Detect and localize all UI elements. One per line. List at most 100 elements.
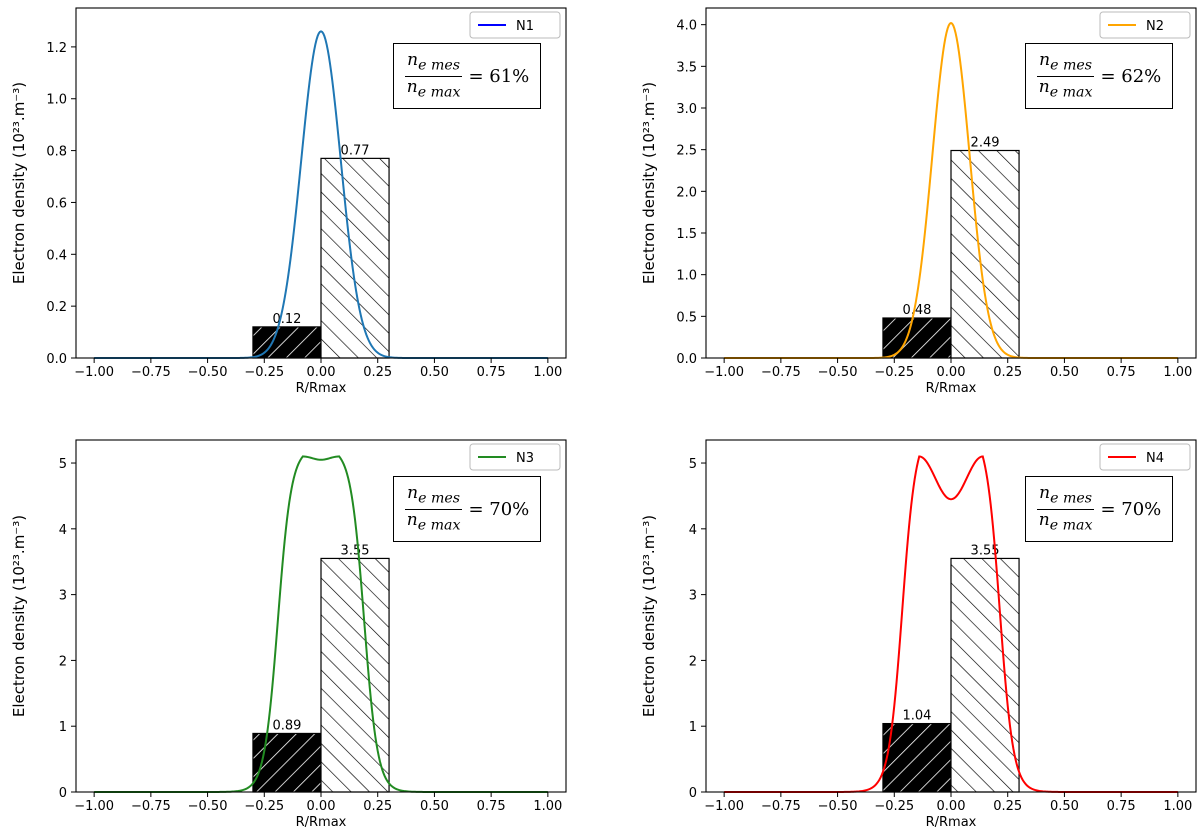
x-tick-label: 0.50	[420, 799, 449, 814]
y-tick-label: 5	[689, 457, 697, 472]
y-tick-label: 2	[59, 654, 67, 669]
y-tick-label: 1.0	[46, 93, 67, 108]
y-tick-label: 1	[689, 720, 697, 735]
ratio-numerator: ne mes	[405, 50, 463, 77]
legend-box	[1099, 443, 1191, 471]
y-tick-label: 0.0	[46, 352, 67, 367]
density-ratio-box-n4: ne mes ne max = 70%	[1025, 476, 1173, 542]
x-axis-label: R/Rmax	[296, 381, 347, 396]
x-tick-label: 0.75	[1107, 799, 1136, 814]
x-tick-label: 1.00	[1163, 799, 1192, 814]
x-tick-label: −0.75	[761, 799, 801, 814]
y-tick-label: 0.6	[46, 196, 67, 211]
bar-value-label: 0.89	[272, 718, 301, 733]
y-axis-label: Electron density (10²³.m⁻³)	[10, 515, 28, 717]
x-tick-label: 0.75	[477, 799, 506, 814]
x-tick-label: −1.00	[74, 799, 114, 814]
x-tick-label: −0.25	[874, 799, 914, 814]
legend-box	[469, 443, 561, 471]
legend-box	[469, 11, 561, 39]
legend-label: N1	[516, 19, 534, 34]
bar-value-label: 0.77	[341, 143, 370, 158]
y-tick-label: 1	[59, 720, 67, 735]
x-tick-label: −0.50	[818, 365, 858, 380]
bar-value-label: 3.55	[341, 543, 370, 558]
x-tick-label: −0.25	[874, 365, 914, 380]
legend-label: N3	[516, 451, 534, 466]
bar-measured-left	[882, 722, 952, 793]
density-ratio-box-n3: ne mes ne max = 70%	[393, 476, 541, 542]
y-axis-label: Electron density (10²³.m⁻³)	[10, 82, 28, 284]
legend-box	[1099, 11, 1191, 39]
y-tick-label: 4	[689, 523, 697, 538]
ratio-value: = 70%	[1100, 498, 1162, 520]
y-axis-label: Electron density (10²³.m⁻³)	[640, 82, 658, 284]
bar-measured-left	[882, 317, 952, 359]
subplot-n3: 0.89 3.55 −1.00 −0.75 −0.50 −0.25 0.00 0.25 0.50…	[10, 439, 567, 830]
ratio-value: = 62%	[1100, 65, 1162, 87]
x-tick-label: −0.75	[761, 365, 801, 380]
x-tick-label: −1.00	[74, 365, 114, 380]
ratio-numerator: ne mes	[405, 483, 463, 510]
y-tick-label: 4	[59, 523, 67, 538]
bar-measured-right	[950, 149, 1020, 359]
subplot-n2: 0.482.49−1.00 −0.75 −0.50 −0.25 0.00 0.25 0.50…	[640, 7, 1197, 396]
x-tick-label: 0.75	[477, 365, 506, 380]
x-tick-label: 0.00	[937, 365, 966, 380]
x-tick-label: 1.00	[533, 799, 562, 814]
bar-value-label: 0.12	[272, 312, 301, 327]
x-tick-label: −0.50	[188, 799, 228, 814]
ratio-denominator: ne max	[1038, 76, 1093, 100]
y-tick-label: 3.5	[676, 60, 697, 75]
x-tick-label: 0.25	[363, 365, 392, 380]
y-tick-label: 3	[59, 589, 67, 604]
legend-label: N4	[1146, 451, 1164, 466]
y-tick-label: 3	[689, 589, 697, 604]
ratio-denominator: ne max	[1038, 509, 1093, 533]
bar-measured-right	[950, 557, 1020, 793]
x-tick-label: 0.50	[1050, 365, 1079, 380]
x-tick-label: 0.00	[937, 799, 966, 814]
x-tick-label: 0.25	[993, 799, 1022, 814]
y-tick-label: 1.2	[46, 41, 67, 56]
y-axis-label: Electron density (10²³.m⁻³)	[640, 515, 658, 717]
y-tick-label: 1.0	[676, 269, 697, 284]
ratio-denominator: ne max	[406, 509, 461, 533]
y-tick-label: 1.5	[676, 227, 697, 242]
ratio-fraction: ne mes ne max	[1037, 483, 1095, 535]
y-tick-label: 0	[59, 786, 67, 801]
x-tick-label: 0.50	[420, 365, 449, 380]
density-ratio-box-n2: ne mes ne max = 62%	[1025, 43, 1173, 109]
x-tick-label: 0.50	[1050, 799, 1079, 814]
x-axis-label: R/Rmax	[926, 381, 977, 396]
ratio-value: = 70%	[468, 498, 530, 520]
y-tick-label: 0	[689, 786, 697, 801]
y-tick-label: 0.2	[46, 300, 67, 315]
x-tick-label: −0.75	[131, 365, 171, 380]
subplot-n1: 0.12 0.77 −1.00 −0.75 −0.50 −0.25 0.00 0.25 0.50…	[10, 7, 567, 396]
x-axis-label: R/Rmax	[296, 815, 347, 830]
y-tick-label: 5	[59, 457, 67, 472]
ratio-denominator: ne max	[406, 76, 461, 100]
bar-value-label: 3.55	[971, 543, 1000, 558]
x-tick-label: 0.75	[1107, 365, 1136, 380]
x-tick-label: 1.00	[1163, 365, 1192, 380]
y-tick-label: 0.4	[46, 248, 67, 263]
bar-value-label: 2.49	[971, 136, 1000, 151]
bar-value-label: 1.04	[902, 709, 931, 724]
x-tick-label: −0.25	[244, 365, 284, 380]
legend-label: N2	[1146, 19, 1164, 34]
x-tick-label: 0.25	[993, 365, 1022, 380]
bar-measured-left	[252, 732, 322, 793]
x-tick-label: −0.50	[188, 365, 228, 380]
y-tick-label: 2.5	[676, 144, 697, 159]
x-tick-label: 0.00	[307, 799, 336, 814]
y-tick-label: 3.0	[676, 102, 697, 117]
x-tick-label: 1.00	[533, 365, 562, 380]
y-tick-label: 2.0	[676, 185, 697, 200]
x-tick-label: −1.00	[704, 365, 744, 380]
density-ratio-box-n1: ne mes ne max = 61%	[393, 43, 541, 109]
x-axis-label: R/Rmax	[926, 815, 977, 830]
